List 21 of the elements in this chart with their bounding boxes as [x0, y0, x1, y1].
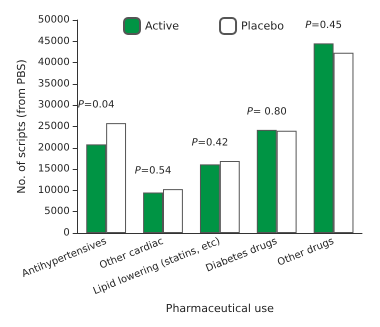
- annotation: P=0.54: [134, 166, 172, 177]
- y-tick-label: 50000: [38, 14, 70, 26]
- y-tick-label: 15000: [38, 164, 70, 175]
- y-tick-label: 0: [63, 228, 70, 238]
- legend-label: Active: [145, 20, 180, 32]
- annotation: P=0.42: [192, 138, 228, 149]
- y-tick-label: 40000: [38, 57, 70, 68]
- y-tick-label: 45000: [38, 36, 70, 47]
- y-tick-label: 20000: [38, 142, 70, 154]
- annotation: P=0.04: [78, 100, 115, 111]
- y-tick-label: 5000: [44, 206, 70, 218]
- y-tick-label: 35000: [38, 78, 70, 90]
- y-tick-label: 30000: [38, 100, 70, 111]
- x-axis-title: Pharmaceutical use: [166, 302, 274, 315]
- y-tick-label: 10000: [38, 184, 70, 196]
- y-tick-label: 25000: [38, 121, 70, 132]
- legend-label: Placebo: [241, 20, 284, 32]
- y-axis-title: No. of scripts (from PBS): [15, 59, 28, 194]
- x-tick-label: Other drugs: [276, 236, 336, 269]
- annotation: P= 0.80: [246, 106, 287, 118]
- annotation: P=0.45: [305, 20, 342, 31]
